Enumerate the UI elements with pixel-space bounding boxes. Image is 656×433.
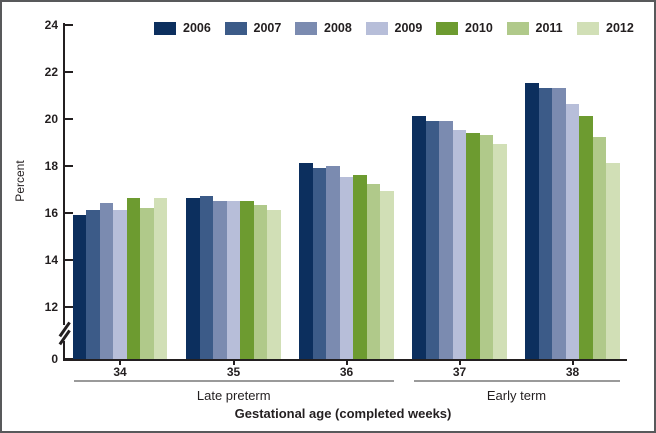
bar-2007-week35 <box>199 196 214 359</box>
bar-2007-week38 <box>538 87 553 359</box>
bar-2011-week37 <box>479 134 494 359</box>
bar-2012-week34 <box>153 198 168 359</box>
x-tick-35 <box>232 361 235 365</box>
bar-2009-week38 <box>565 104 580 359</box>
bar-2006-week34 <box>72 214 87 359</box>
bar-2007-week37 <box>425 120 440 359</box>
bar-2012-week37 <box>493 144 507 359</box>
x-tick-36 <box>345 361 348 365</box>
x-axis-title-text: Gestational age (completed weeks) <box>234 406 452 421</box>
y-tick-label-22: 22 <box>44 64 58 79</box>
x-category-label-35: 35 <box>226 365 241 379</box>
legend-swatch-2010 <box>436 22 458 35</box>
bar-2012-week38 <box>606 163 620 359</box>
bar-2011-week34 <box>140 207 154 359</box>
bar-2012-week35 <box>267 210 281 359</box>
bar-2008-week36 <box>326 165 340 359</box>
bar-2008-week37 <box>439 120 453 359</box>
bar-2006-week38 <box>525 83 539 359</box>
x-tick-38 <box>571 361 574 365</box>
legend-swatch-2009 <box>365 22 388 35</box>
y-tick-label-20: 20 <box>44 111 58 126</box>
bar-2006-week36 <box>299 163 313 359</box>
bar-2010-week36 <box>353 174 367 359</box>
y-tick-22 <box>65 70 73 73</box>
bar-2011-week35 <box>253 205 268 359</box>
bar-2009-week35 <box>226 200 241 359</box>
legend-label-2011: 2011 <box>535 21 563 35</box>
bar-2007-week34 <box>86 210 100 359</box>
group-label-early-term: Early term <box>486 388 547 403</box>
bar-2006-week35 <box>186 198 200 359</box>
legend-label-2012: 2012 <box>606 21 634 35</box>
bar-2011-week36 <box>366 184 381 359</box>
legend-label-2008: 2008 <box>324 21 352 35</box>
y-tick-24 <box>65 23 73 26</box>
y-tick-label-0: 0 <box>51 352 58 366</box>
x-axis-line <box>63 359 627 361</box>
y-tick-18 <box>65 164 73 167</box>
y-tick-label-14: 14 <box>44 252 58 267</box>
bar-2010-week34 <box>126 198 141 359</box>
bar-2010-week35 <box>240 200 254 359</box>
y-tick-label-18: 18 <box>44 158 58 173</box>
bar-2010-week38 <box>579 116 593 359</box>
group-underline-late-preterm <box>74 380 394 382</box>
bar-2009-week36 <box>339 177 354 359</box>
x-category-label-38: 38 <box>565 365 580 379</box>
y-tick-label-24: 24 <box>44 17 58 32</box>
bar-2007-week36 <box>312 167 327 359</box>
legend-label-2010: 2010 <box>465 21 493 35</box>
legend-swatch-2006 <box>154 22 176 35</box>
legend-swatch-2008 <box>295 22 317 35</box>
legend-swatch-2011 <box>506 22 529 35</box>
group-underline-early-term <box>413 380 620 382</box>
group-label-late-preterm: Late preterm <box>196 388 271 403</box>
x-category-label-34: 34 <box>113 365 127 379</box>
bar-2012-week36 <box>380 191 394 359</box>
x-category-label-37: 37 <box>452 365 467 379</box>
bar-2010-week37 <box>466 132 480 359</box>
y-tick-20 <box>65 117 73 120</box>
legend-swatch-2007 <box>224 22 247 35</box>
y-tick-label-16: 16 <box>44 205 58 220</box>
bar-2009-week34 <box>113 210 127 359</box>
bar-2006-week37 <box>412 116 426 359</box>
x-axis-title: Gestational age (completed weeks) <box>2 406 654 421</box>
x-tick-34 <box>119 361 121 365</box>
bar-2008-week35 <box>213 200 227 359</box>
x-tick-37 <box>458 361 461 365</box>
legend-label-2006: 2006 <box>183 21 211 35</box>
y-tick-16 <box>65 211 73 214</box>
legend-swatch-2012 <box>577 22 599 35</box>
bar-2008-week38 <box>552 87 566 359</box>
y-tick-12 <box>65 305 73 308</box>
bar-2009-week37 <box>452 130 467 359</box>
x-category-label-36: 36 <box>339 365 354 379</box>
y-axis-line <box>63 23 65 361</box>
bar-2008-week34 <box>99 203 114 359</box>
legend-label-2007: 2007 <box>253 21 282 35</box>
bar-2011-week38 <box>592 137 607 359</box>
legend-label-2009: 2009 <box>394 21 423 35</box>
y-tick-label-12: 12 <box>44 299 58 314</box>
y-tick-14 <box>65 258 73 261</box>
